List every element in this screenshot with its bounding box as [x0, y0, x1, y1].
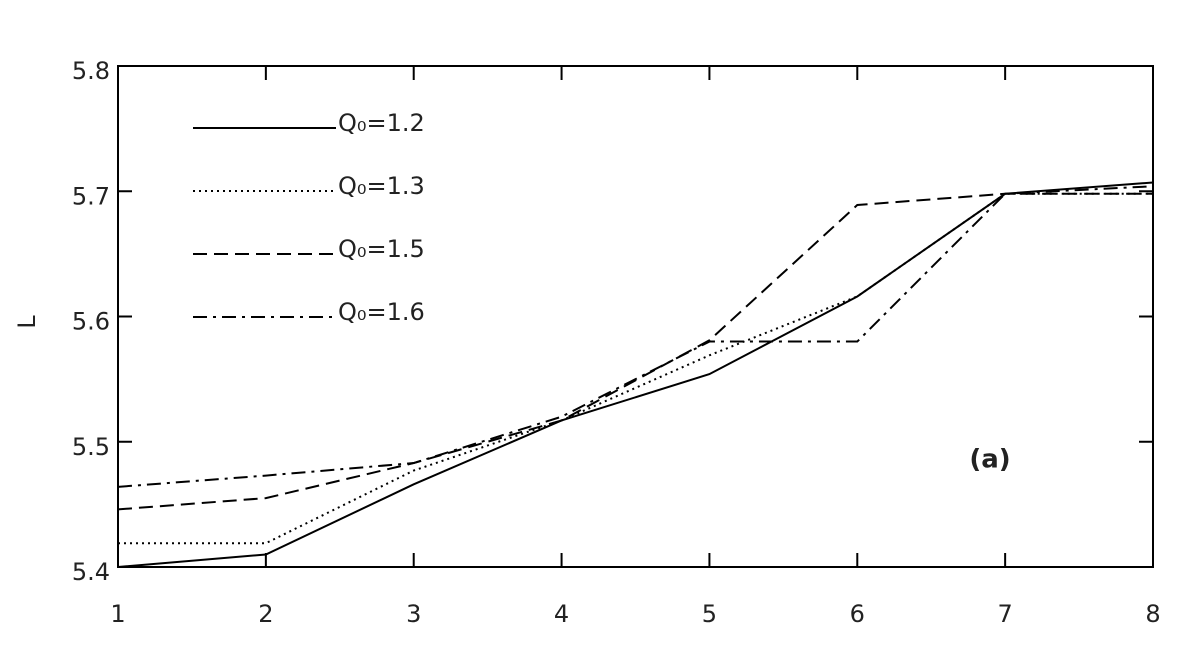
y-tick-label: 5.6 — [72, 308, 110, 336]
y-axis-label: L — [13, 315, 41, 329]
series-line — [117, 185, 1154, 488]
legend-label: Q₀=1.3 — [338, 172, 425, 200]
x-tick-label: 5 — [702, 600, 717, 628]
series-line — [118, 192, 1153, 545]
x-tick-label: 6 — [850, 600, 865, 628]
legend-label: Q₀=1.5 — [338, 235, 425, 263]
x-tick-label: 2 — [258, 600, 273, 628]
legend-label: Q₀=1.2 — [338, 109, 425, 137]
y-tick-label: 5.8 — [72, 57, 110, 85]
x-tick-label: 8 — [1145, 600, 1160, 628]
series-line — [117, 181, 1154, 568]
x-tick-label: 7 — [998, 600, 1013, 628]
y-tick-label: 5.5 — [72, 433, 110, 461]
y-tick-label: 5.4 — [72, 558, 110, 586]
legend-label: Q₀=1.6 — [338, 298, 425, 326]
annotation: (a) — [969, 445, 1010, 475]
x-tick-label: 1 — [110, 600, 125, 628]
x-tick-label: 4 — [554, 600, 569, 628]
x-tick-label: 3 — [406, 600, 421, 628]
series-line — [117, 192, 1153, 511]
y-tick-label: 5.7 — [72, 182, 110, 210]
